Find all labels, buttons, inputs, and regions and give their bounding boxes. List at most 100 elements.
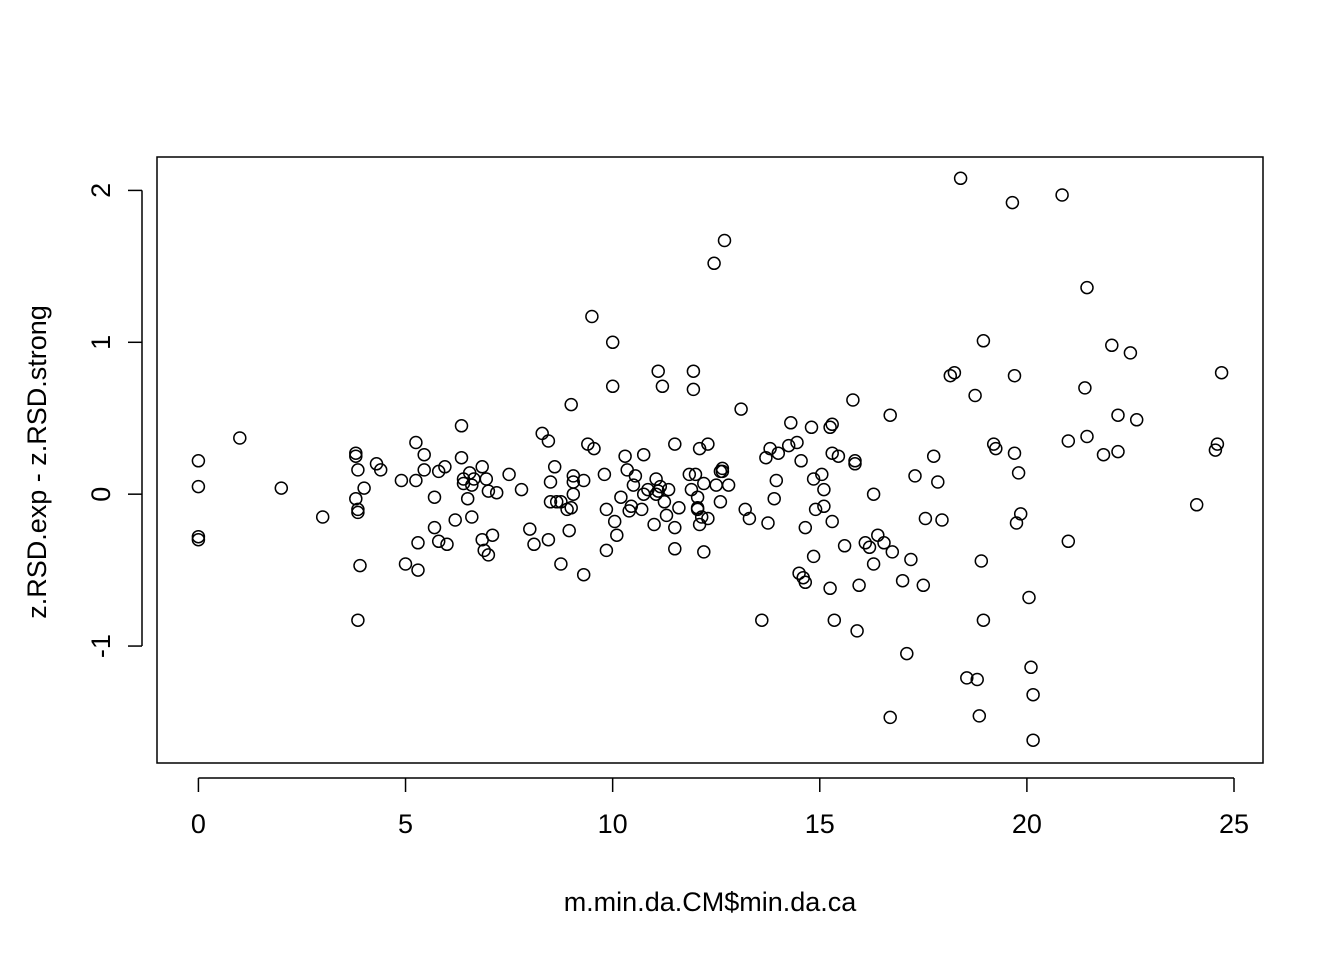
data-point: [587, 441, 601, 456]
data-point: [659, 508, 674, 523]
y-tick-label: 1: [86, 335, 116, 350]
data-point: [1026, 687, 1040, 702]
data-point: [866, 557, 881, 571]
data-point: [481, 548, 496, 562]
data-point: [694, 510, 709, 524]
data-point: [1007, 368, 1022, 383]
data-point: [1080, 429, 1094, 444]
data-point: [682, 467, 697, 482]
data-point: [1096, 447, 1111, 462]
data-point: [564, 501, 578, 515]
data-point: [759, 450, 773, 465]
data-point: [792, 566, 806, 580]
y-axis-label: z.RSD.exp - z.RSD.strong: [22, 305, 52, 619]
data-point: [918, 511, 933, 526]
data-point: [394, 473, 409, 488]
data-point: [825, 514, 839, 529]
data-point: [960, 671, 974, 685]
data-point: [690, 490, 705, 504]
data-point: [1061, 434, 1076, 448]
data-point: [831, 449, 846, 463]
data-point: [191, 454, 206, 468]
data-point: [465, 510, 479, 524]
data-point: [697, 545, 711, 559]
data-point: [454, 419, 469, 433]
data-point: [562, 523, 576, 538]
data-point: [460, 491, 475, 506]
data-point: [485, 528, 500, 542]
data-point: [974, 554, 989, 568]
x-tick-label: 25: [1219, 809, 1249, 839]
data-point: [576, 473, 591, 488]
x-tick-label: 15: [805, 809, 835, 839]
data-point: [651, 364, 665, 378]
data-point: [883, 710, 897, 725]
data-point: [628, 469, 643, 483]
data-point: [349, 491, 363, 506]
data-point: [1111, 408, 1125, 422]
data-points: [191, 171, 1229, 747]
data-point: [431, 534, 446, 549]
data-point: [804, 420, 819, 435]
data-point: [989, 441, 1003, 456]
data-point: [668, 520, 682, 535]
data-point: [672, 501, 686, 515]
data-point: [715, 464, 730, 479]
data-point: [1078, 381, 1092, 395]
data-point: [926, 449, 941, 463]
data-point: [900, 646, 914, 661]
x-tick-label: 0: [191, 809, 206, 839]
data-point: [668, 542, 682, 556]
data-point: [599, 543, 614, 558]
x-tick-label: 5: [398, 809, 413, 839]
data-point: [398, 557, 413, 571]
data-point: [373, 463, 388, 477]
data-point: [781, 438, 796, 453]
data-point: [806, 472, 821, 486]
data-point: [1105, 338, 1119, 353]
data-point: [846, 393, 860, 407]
y-tick-label: 2: [86, 183, 116, 198]
data-point: [784, 416, 798, 430]
data-point: [191, 479, 206, 494]
data-point: [1011, 466, 1026, 480]
data-point: [1024, 660, 1038, 675]
data-point: [554, 557, 568, 571]
data-point: [1055, 188, 1069, 202]
data-point: [755, 613, 769, 627]
data-point: [858, 536, 873, 550]
data-point: [605, 335, 620, 350]
data-point: [1123, 346, 1138, 360]
data-point: [825, 446, 839, 460]
data-point: [417, 447, 431, 462]
data-point: [717, 233, 732, 248]
data-point: [649, 487, 663, 501]
data-point: [738, 502, 752, 517]
data-point: [409, 473, 423, 488]
data-point: [541, 434, 556, 448]
data-point: [976, 334, 991, 348]
data-point: [191, 532, 206, 547]
data-point: [465, 478, 479, 492]
data-point: [438, 460, 452, 474]
data-point: [908, 469, 922, 483]
y-axis: -1 0 1 2: [86, 183, 143, 658]
data-point: [351, 463, 365, 477]
data-point: [707, 256, 721, 271]
data-point: [798, 520, 813, 535]
x-tick-label: 20: [1012, 809, 1042, 839]
data-point: [692, 441, 707, 456]
data-point: [1189, 498, 1204, 512]
data-point: [353, 558, 367, 573]
data-point: [427, 490, 442, 504]
data-point: [852, 578, 866, 593]
data-point: [448, 513, 462, 527]
data-point: [883, 408, 897, 422]
data-point: [585, 309, 599, 324]
data-point: [543, 475, 558, 489]
data-point: [668, 437, 682, 451]
data-point: [817, 482, 831, 497]
data-point: [626, 478, 641, 492]
x-tick-label: 10: [598, 809, 628, 839]
data-point: [489, 485, 504, 500]
